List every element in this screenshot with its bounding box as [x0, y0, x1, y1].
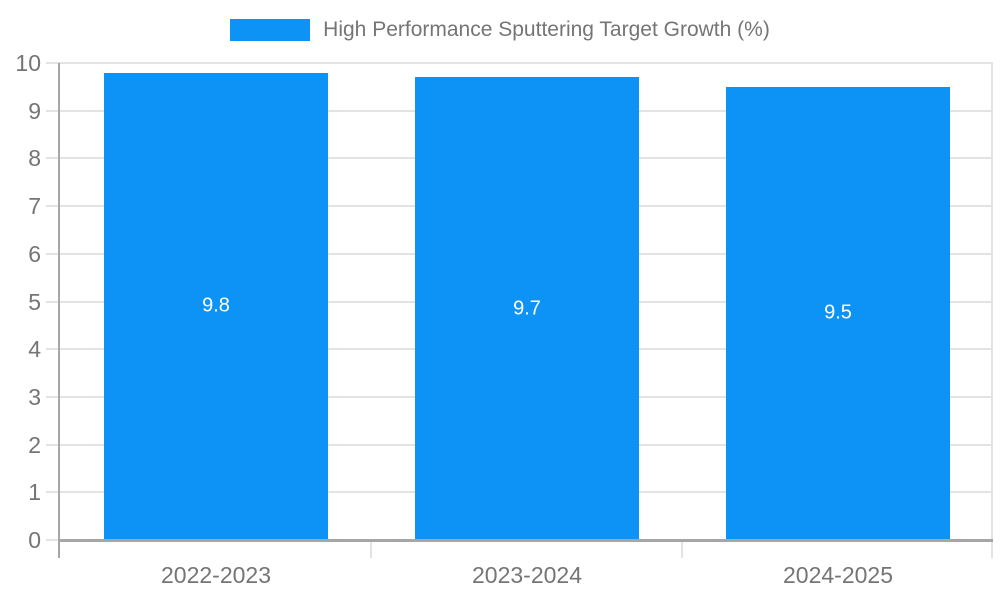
- legend-label: High Performance Sputtering Target Growt…: [323, 18, 770, 41]
- x-tick-label: 2024-2025: [783, 562, 893, 588]
- plot-right-border: [991, 63, 993, 558]
- bar-value-label: 9.5: [824, 301, 852, 324]
- y-tick-label: 2: [28, 432, 41, 458]
- bar-value-label: 9.8: [202, 294, 230, 317]
- y-axis-tick: [46, 110, 60, 112]
- y-axis-tick: [46, 396, 60, 398]
- x-tick-label: 2023-2024: [472, 562, 582, 588]
- x-tick-label: 2022-2023: [161, 562, 271, 588]
- bar: [415, 77, 639, 539]
- y-tick-label: 1: [28, 479, 41, 505]
- y-tick-label: 0: [28, 527, 41, 553]
- bar: [104, 73, 328, 539]
- chart-legend[interactable]: High Performance Sputtering Target Growt…: [0, 18, 1000, 42]
- y-axis-tick: [46, 539, 60, 541]
- y-axis-tick: [46, 348, 60, 350]
- bar-value-label: 9.7: [513, 297, 541, 320]
- y-gridline: [60, 62, 993, 64]
- x-axis-tick: [370, 540, 372, 558]
- y-axis-tick: [46, 301, 60, 303]
- y-tick-label: 4: [28, 336, 41, 362]
- y-axis-line: [58, 63, 60, 558]
- y-tick-label: 6: [28, 241, 41, 267]
- y-axis-tick: [46, 62, 60, 64]
- y-axis-tick: [46, 205, 60, 207]
- y-axis-tick: [46, 444, 60, 446]
- legend-swatch-icon: [230, 19, 311, 41]
- y-tick-label: 10: [15, 50, 41, 76]
- y-tick-label: 9: [28, 98, 41, 124]
- y-axis-tick: [46, 491, 60, 493]
- y-tick-label: 5: [28, 289, 41, 315]
- y-axis-tick: [46, 157, 60, 159]
- x-axis-line: [58, 539, 993, 542]
- y-tick-label: 7: [28, 193, 41, 219]
- y-axis-tick: [46, 253, 60, 255]
- x-axis-tick: [681, 540, 683, 558]
- y-tick-label: 3: [28, 384, 41, 410]
- y-tick-label: 8: [28, 145, 41, 171]
- bar: [726, 87, 950, 539]
